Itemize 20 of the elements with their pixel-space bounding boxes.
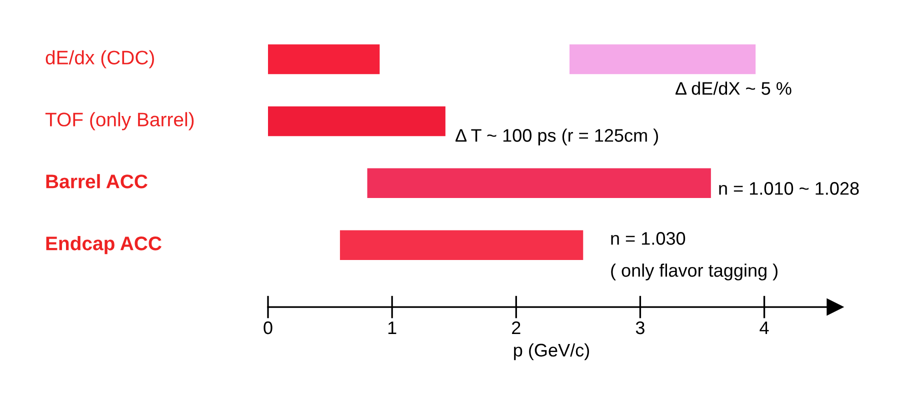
bar bbox=[367, 168, 711, 198]
x-tick-label: 1 bbox=[388, 322, 396, 334]
y-tick-label: Barrel ACC bbox=[46, 174, 148, 188]
y-tick-label: Endcap ACC bbox=[46, 236, 162, 254]
annotation: n = 1.010 ~ 1.028 bbox=[719, 182, 859, 195]
x-tick-label: 0 bbox=[264, 321, 272, 334]
annotation: n = 1.030 bbox=[611, 232, 686, 245]
annotation: Δ dE/dX ~ 5 % bbox=[676, 82, 792, 95]
y-tick-label: TOF (only Barrel) bbox=[45, 112, 194, 130]
x-tick-label: 4 bbox=[760, 322, 769, 334]
y-tick-label: dE/dx (CDC) bbox=[46, 50, 154, 68]
annotation: Δ T ~ 100 ps (r = 125cm ) bbox=[456, 128, 658, 146]
bar bbox=[268, 44, 380, 74]
bar bbox=[268, 106, 446, 136]
x-axis-title: p (GeV/c) bbox=[514, 343, 590, 360]
bar bbox=[569, 44, 756, 74]
bar bbox=[340, 230, 584, 260]
annotation: ( only flavor tagging ) bbox=[611, 264, 778, 280]
x-tick-label: 3 bbox=[636, 321, 644, 334]
x-tick-label: 2 bbox=[512, 321, 520, 334]
